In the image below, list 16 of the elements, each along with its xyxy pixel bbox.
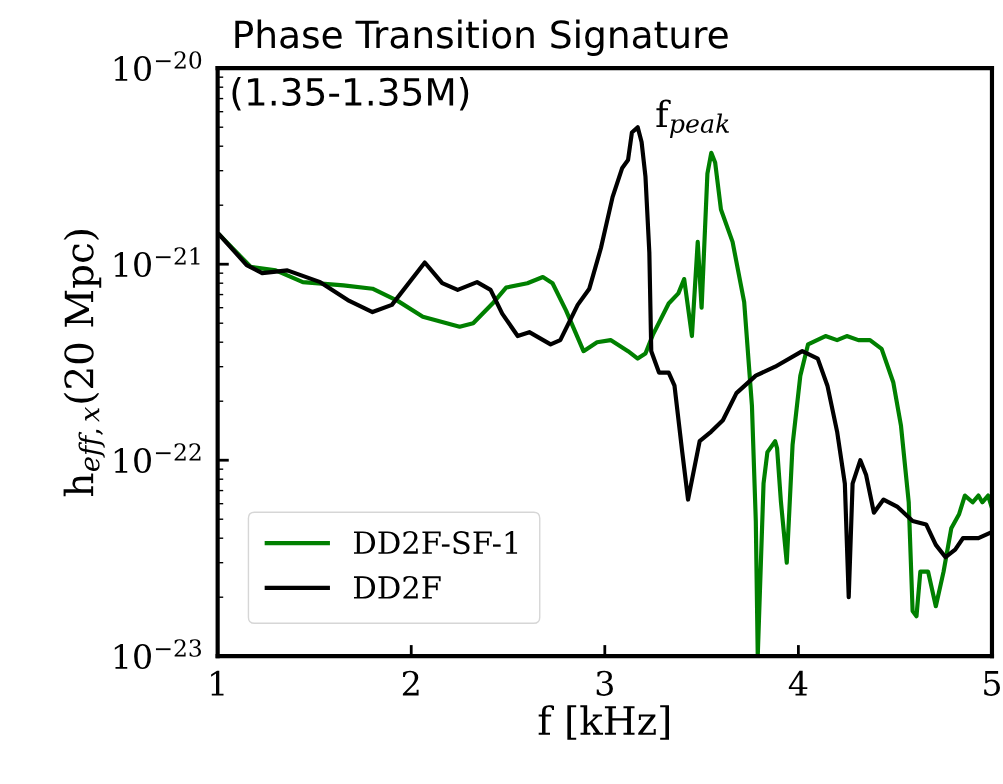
y-tick-label: 10$^{−22}$ bbox=[114, 443, 201, 474]
y-tick-label: 10$^{−23}$ bbox=[114, 639, 201, 670]
legend-label: DD2F-SF-1 bbox=[353, 531, 518, 555]
x-axis-title: f [kHz] bbox=[538, 705, 669, 740]
legend-label: DD2F bbox=[353, 575, 441, 599]
x-tick-label: 5 bbox=[984, 671, 1000, 696]
x-tick-label: 3 bbox=[596, 670, 613, 696]
y-tick-label: 10$^{−20}$ bbox=[114, 51, 202, 82]
annotation: f$_{peak}$ bbox=[656, 99, 729, 138]
y-axis-title: h$_{eff,x}$(20 Mpc) bbox=[63, 230, 105, 497]
chart-subtitle: (1.35-1.35M) bbox=[232, 77, 469, 111]
x-tick-label: 2 bbox=[402, 670, 419, 696]
chart-title: Phase Transition Signature bbox=[235, 19, 728, 56]
x-tick-label: 4 bbox=[788, 670, 808, 696]
y-tick-label: 10$^{−21}$ bbox=[114, 247, 200, 278]
x-tick-label: 1 bbox=[211, 670, 224, 696]
